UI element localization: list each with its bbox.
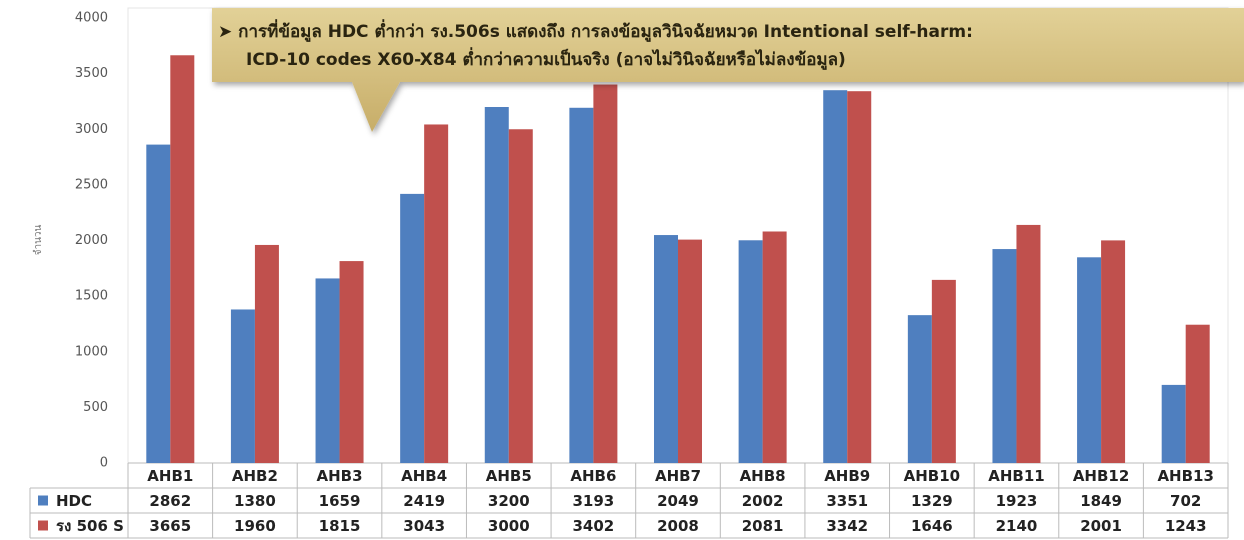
y-tick-label: 1000 [75, 344, 108, 359]
y-tick-label: 2500 [75, 177, 108, 192]
bar [569, 107, 594, 463]
annotation-line: ➤ การที่ข้อมูล HDC ต่ำกว่า รง.506s แสดงถ… [218, 19, 973, 43]
x-tick-label: AHB9 [824, 467, 870, 485]
bar [907, 315, 932, 463]
table-value: 1960 [234, 517, 276, 535]
x-tick-label: AHB3 [317, 467, 363, 485]
y-tick-label: 4000 [75, 11, 108, 26]
table-value: 2049 [657, 492, 699, 510]
table-value: 3200 [488, 492, 530, 510]
bar [230, 309, 255, 463]
x-tick-label: AHB11 [988, 467, 1044, 485]
table-value: 3000 [488, 517, 530, 535]
table-value: 2419 [403, 492, 445, 510]
table-value: 1646 [911, 517, 953, 535]
table-value: 2001 [1080, 517, 1122, 535]
legend-swatch [38, 520, 48, 531]
bar [315, 278, 340, 463]
legend-label: รง 506 S [56, 517, 124, 535]
bar [823, 90, 848, 464]
bar [992, 249, 1017, 463]
bar [484, 107, 509, 463]
y-tick-label: 2000 [75, 233, 108, 248]
bar [678, 239, 702, 463]
table-value: 3342 [826, 517, 868, 535]
table-value: 1849 [1080, 492, 1122, 510]
table-value: 3402 [573, 517, 615, 535]
table-value: 1815 [319, 517, 361, 535]
bar [738, 240, 763, 463]
table-value: 2862 [149, 492, 191, 510]
table-value: 2140 [996, 517, 1038, 535]
x-tick-label: AHB1 [147, 467, 193, 485]
x-tick-label: AHB4 [401, 467, 447, 485]
table-value: 1923 [996, 492, 1038, 510]
annotation-line: ICD-10 codes X60-X84 ต่ำกว่าความเป็นจริง… [246, 47, 846, 71]
bar [1016, 224, 1041, 463]
x-tick-label: AHB8 [740, 467, 786, 485]
y-tick-label: 1500 [75, 289, 108, 304]
x-tick-label: AHB5 [486, 467, 532, 485]
bar [593, 84, 618, 463]
y-tick-label: 500 [83, 400, 108, 415]
y-tick-label: 0 [100, 456, 108, 471]
bar [1077, 257, 1102, 463]
marks: 0 500 1000 1500 2000 2500 3000 3500 4000 AHB1 AHB2… [29, 11, 1229, 539]
table-value: 1659 [319, 492, 361, 510]
x-tick-label: AHB7 [655, 467, 701, 485]
bar [170, 55, 195, 464]
bar [931, 279, 956, 463]
x-tick-label: AHB12 [1073, 467, 1129, 485]
bar [400, 193, 425, 464]
x-tick-label: AHB2 [232, 467, 278, 485]
bar [847, 91, 872, 463]
bar [762, 231, 787, 463]
table-value: 2008 [657, 517, 699, 535]
table-value: 1243 [1165, 517, 1207, 535]
callout-box [212, 8, 1244, 132]
table-value: 3043 [403, 517, 445, 535]
table-value: 702 [1170, 492, 1201, 510]
table-value: 3193 [573, 492, 615, 510]
y-tick-label: 3000 [75, 122, 108, 137]
table-value: 1380 [234, 492, 276, 510]
x-tick-label: AHB6 [570, 467, 616, 485]
y-tick-label: 3500 [75, 66, 108, 81]
table-value: 2002 [742, 492, 784, 510]
bar [508, 129, 533, 463]
bar [654, 235, 678, 463]
bar [146, 144, 171, 464]
callout: ➤ การที่ข้อมูล HDC ต่ำกว่า รง.506s แสดงถ… [212, 8, 1244, 132]
bar [1101, 240, 1126, 463]
table-value: 3351 [826, 492, 868, 510]
bar [339, 261, 364, 463]
bar [424, 124, 449, 463]
y-axis-label: จำนวน [33, 224, 44, 255]
bar [1185, 324, 1210, 463]
bar [254, 244, 279, 463]
legend-label: HDC [56, 492, 92, 510]
table-value: 1329 [911, 492, 953, 510]
bar [1161, 384, 1186, 463]
table-value: 3665 [149, 517, 191, 535]
x-tick-label: AHB13 [1157, 467, 1213, 485]
table-value: 2081 [742, 517, 784, 535]
x-tick-label: AHB10 [904, 467, 960, 485]
legend-swatch [38, 495, 48, 506]
